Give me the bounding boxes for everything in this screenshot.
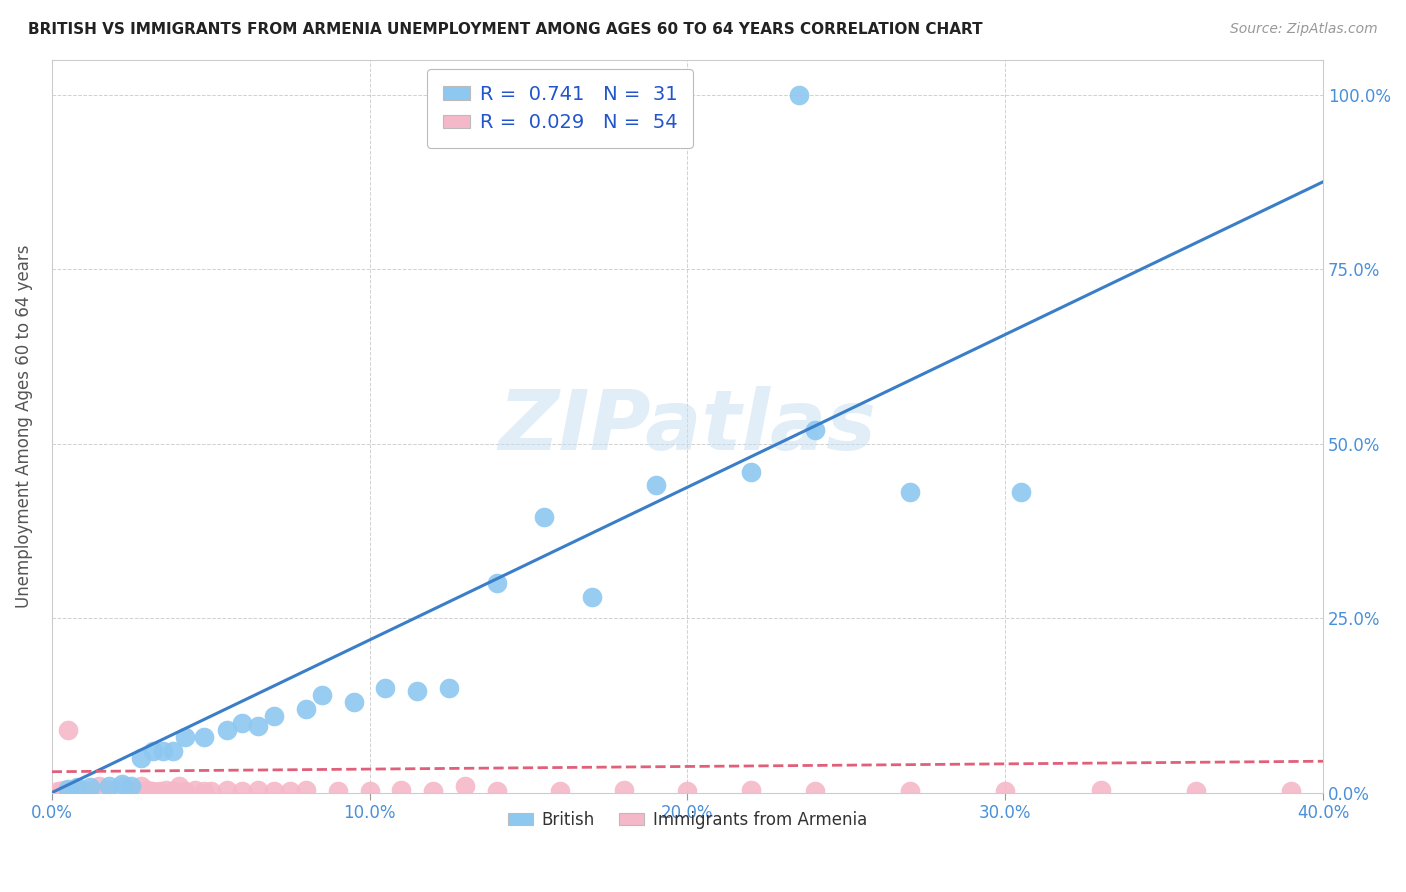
Point bbox=[79, 784, 101, 798]
Point bbox=[51, 783, 73, 797]
Point bbox=[193, 783, 215, 797]
Point bbox=[263, 783, 285, 797]
Point bbox=[104, 783, 127, 797]
Point bbox=[994, 783, 1017, 797]
Point bbox=[803, 783, 825, 797]
Point bbox=[533, 509, 555, 524]
Point bbox=[89, 779, 111, 793]
Text: BRITISH VS IMMIGRANTS FROM ARMENIA UNEMPLOYMENT AMONG AGES 60 TO 64 YEARS CORREL: BRITISH VS IMMIGRANTS FROM ARMENIA UNEMP… bbox=[28, 22, 983, 37]
Point bbox=[142, 783, 165, 797]
Text: Source: ZipAtlas.com: Source: ZipAtlas.com bbox=[1230, 22, 1378, 37]
Point bbox=[82, 782, 104, 797]
Point bbox=[84, 783, 107, 797]
Point bbox=[295, 702, 318, 716]
Point bbox=[72, 783, 94, 797]
Point bbox=[374, 681, 396, 695]
Point bbox=[200, 783, 222, 797]
Point bbox=[422, 783, 444, 797]
Point bbox=[129, 750, 152, 764]
Point bbox=[193, 730, 215, 744]
Point bbox=[787, 87, 810, 102]
Point bbox=[231, 715, 253, 730]
Point bbox=[676, 783, 699, 797]
Point bbox=[69, 784, 91, 798]
Point bbox=[485, 576, 508, 591]
Point bbox=[740, 465, 762, 479]
Point bbox=[120, 779, 142, 793]
Point bbox=[1279, 783, 1302, 797]
Point bbox=[136, 782, 159, 797]
Point bbox=[53, 782, 76, 797]
Point bbox=[437, 681, 460, 695]
Point bbox=[56, 723, 79, 737]
Point bbox=[66, 782, 89, 797]
Point bbox=[581, 590, 603, 604]
Point bbox=[162, 744, 184, 758]
Point bbox=[97, 779, 120, 793]
Point bbox=[295, 782, 318, 797]
Point bbox=[215, 782, 238, 797]
Point bbox=[142, 744, 165, 758]
Point bbox=[79, 780, 101, 794]
Point bbox=[247, 782, 270, 797]
Point bbox=[454, 779, 477, 793]
Point bbox=[174, 730, 197, 744]
Point bbox=[129, 779, 152, 793]
Point bbox=[326, 783, 349, 797]
Point bbox=[613, 782, 636, 797]
Point bbox=[63, 783, 86, 797]
Point bbox=[149, 783, 172, 797]
Point bbox=[311, 688, 333, 702]
Point bbox=[91, 783, 114, 797]
Point bbox=[1090, 782, 1112, 797]
Point bbox=[406, 684, 429, 698]
Point bbox=[263, 709, 285, 723]
Point bbox=[803, 423, 825, 437]
Point bbox=[117, 782, 139, 797]
Point bbox=[1185, 783, 1208, 797]
Point bbox=[56, 782, 79, 797]
Point bbox=[152, 744, 174, 758]
Point bbox=[1010, 485, 1032, 500]
Text: ZIPatlas: ZIPatlas bbox=[499, 385, 876, 467]
Point bbox=[167, 779, 190, 793]
Point bbox=[46, 784, 69, 798]
Point bbox=[162, 783, 184, 797]
Point bbox=[644, 478, 666, 492]
Point bbox=[898, 783, 921, 797]
Point bbox=[155, 782, 177, 797]
Point bbox=[111, 777, 134, 791]
Point bbox=[740, 782, 762, 797]
Point bbox=[215, 723, 238, 737]
Point bbox=[343, 695, 366, 709]
Point bbox=[174, 783, 197, 797]
Legend: British, Immigrants from Armenia: British, Immigrants from Armenia bbox=[501, 805, 873, 836]
Point bbox=[66, 780, 89, 794]
Point bbox=[278, 783, 301, 797]
Point bbox=[97, 782, 120, 797]
Point bbox=[59, 783, 82, 797]
Point bbox=[56, 784, 79, 798]
Point bbox=[485, 783, 508, 797]
Point bbox=[231, 783, 253, 797]
Y-axis label: Unemployment Among Ages 60 to 64 years: Unemployment Among Ages 60 to 64 years bbox=[15, 244, 32, 607]
Point bbox=[247, 719, 270, 733]
Point bbox=[76, 783, 98, 797]
Point bbox=[898, 485, 921, 500]
Point bbox=[389, 782, 412, 797]
Point bbox=[359, 783, 381, 797]
Point bbox=[184, 782, 207, 797]
Point bbox=[124, 783, 146, 797]
Point bbox=[111, 779, 134, 793]
Point bbox=[550, 783, 572, 797]
